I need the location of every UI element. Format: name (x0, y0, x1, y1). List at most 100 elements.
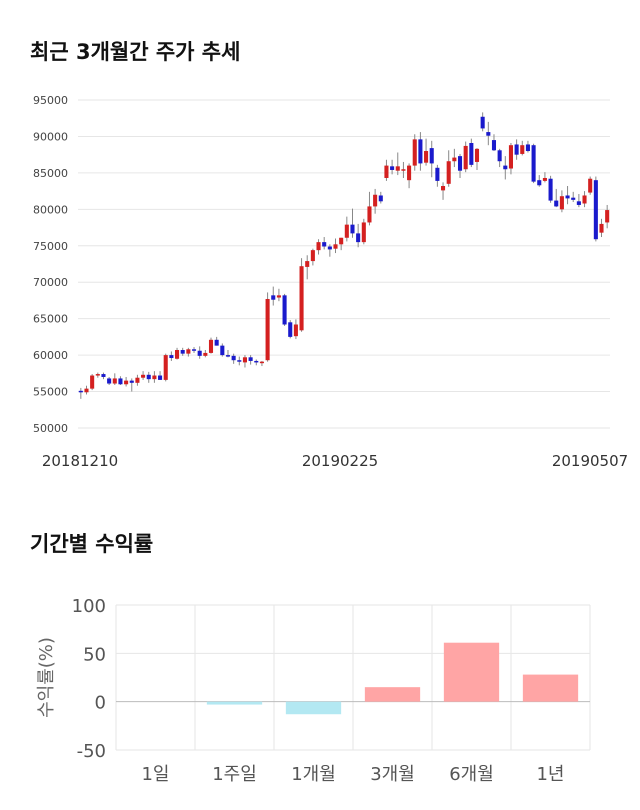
candle-body (407, 165, 412, 181)
candle-body (220, 345, 225, 356)
candle-body (175, 350, 180, 359)
y-axis-label: 수익률(%) (36, 637, 57, 718)
candle-body (78, 390, 83, 393)
candle-body (259, 361, 264, 364)
candle-body (152, 375, 157, 380)
y-tick-label: 50 (83, 644, 106, 665)
return-bar (206, 701, 263, 705)
candle-body (548, 178, 553, 201)
candle-body (95, 374, 100, 376)
candle-body (395, 166, 400, 171)
candle-body (135, 377, 140, 383)
candle-body (503, 165, 508, 170)
candle-body (554, 200, 559, 207)
candle-body (299, 266, 304, 331)
return-bar (285, 701, 342, 715)
candle-body (101, 374, 106, 377)
candle-body (225, 355, 231, 357)
x-tick-label: 20190507 (552, 452, 628, 470)
candle-body (418, 139, 423, 164)
candle-body (452, 157, 457, 162)
candle-body (384, 165, 389, 178)
candle-body (469, 143, 474, 165)
candle-body (435, 167, 440, 181)
candle-body (271, 295, 276, 300)
candle-body (508, 145, 513, 169)
y-tick-label: 55000 (33, 386, 68, 399)
x-tick-label: 1년 (536, 764, 564, 785)
candle-body (254, 360, 259, 363)
candle-body (146, 374, 151, 380)
candle-body (605, 210, 610, 223)
x-tick-label: 6개월 (449, 764, 494, 785)
candle-body (367, 206, 372, 223)
x-tick-label: 20181210 (42, 452, 118, 470)
candle-body (474, 148, 480, 162)
candle-body (124, 380, 129, 385)
y-tick-label: 0 (95, 693, 106, 714)
candle-body (293, 324, 298, 337)
return-bar (522, 674, 579, 702)
y-tick-label: 70000 (33, 276, 68, 289)
y-tick-label: 80000 (33, 203, 68, 216)
candle-body (90, 375, 95, 389)
candle-body (373, 194, 378, 207)
return-bar (443, 642, 500, 702)
candle-body (559, 196, 564, 210)
candle-body (276, 295, 281, 298)
candle-body (118, 378, 123, 385)
candle-body (401, 169, 406, 171)
y-tick-label: 85000 (33, 167, 68, 180)
candle-body (491, 140, 497, 151)
candle-body (537, 180, 542, 186)
candle-body (333, 244, 338, 249)
period-return-title: 기간별 수익률 (30, 532, 154, 556)
candle-body (158, 375, 163, 380)
x-tick-label: 1일 (141, 764, 169, 785)
y-tick-label: 100 (72, 596, 106, 617)
candle-body (344, 224, 349, 238)
y-tick-label: 95000 (33, 94, 68, 107)
y-tick-label: 75000 (33, 240, 68, 253)
candle-body (424, 151, 429, 163)
candle-body (446, 161, 451, 184)
period-return-bar-chart: 100 50 0 -50 1일 1주일 1개월 3개월 6개월 1년 수익률(%) (36, 596, 591, 785)
x-tick-label: 1개월 (291, 764, 336, 785)
candle-body (588, 178, 593, 193)
candle-body (169, 355, 174, 359)
candle-body (361, 222, 366, 243)
candle-body (248, 357, 253, 361)
candle-body (214, 339, 219, 346)
candle-body (514, 144, 519, 155)
candle-body (180, 350, 185, 354)
candle-body (429, 148, 434, 164)
candle-body (571, 197, 576, 200)
candle-body (282, 295, 287, 325)
candle-body (378, 195, 383, 202)
return-bar (364, 687, 421, 702)
x-tick-label: 1주일 (212, 764, 257, 785)
candle-body (186, 349, 191, 354)
candle-body (457, 156, 463, 171)
candle-body (107, 378, 112, 384)
candle-body (565, 195, 570, 199)
candle-body (412, 139, 417, 166)
candle-body (350, 224, 355, 234)
x-tick-label: 20190225 (302, 452, 378, 470)
candle-body (141, 374, 146, 378)
candle-body (480, 116, 485, 129)
candle-body (203, 352, 208, 356)
candle-body (242, 357, 247, 363)
candle-body (163, 355, 168, 380)
y-tick-label: 90000 (33, 130, 68, 143)
candle-body (265, 298, 270, 361)
candle-body (288, 322, 293, 337)
candle-body (129, 380, 134, 383)
candle-body (197, 350, 202, 356)
candle-body (582, 195, 587, 204)
y-tick-label: 60000 (33, 349, 68, 362)
candle-body (542, 177, 547, 181)
candle-body (356, 233, 361, 243)
candle-body (316, 242, 321, 251)
candle-body (497, 150, 502, 162)
